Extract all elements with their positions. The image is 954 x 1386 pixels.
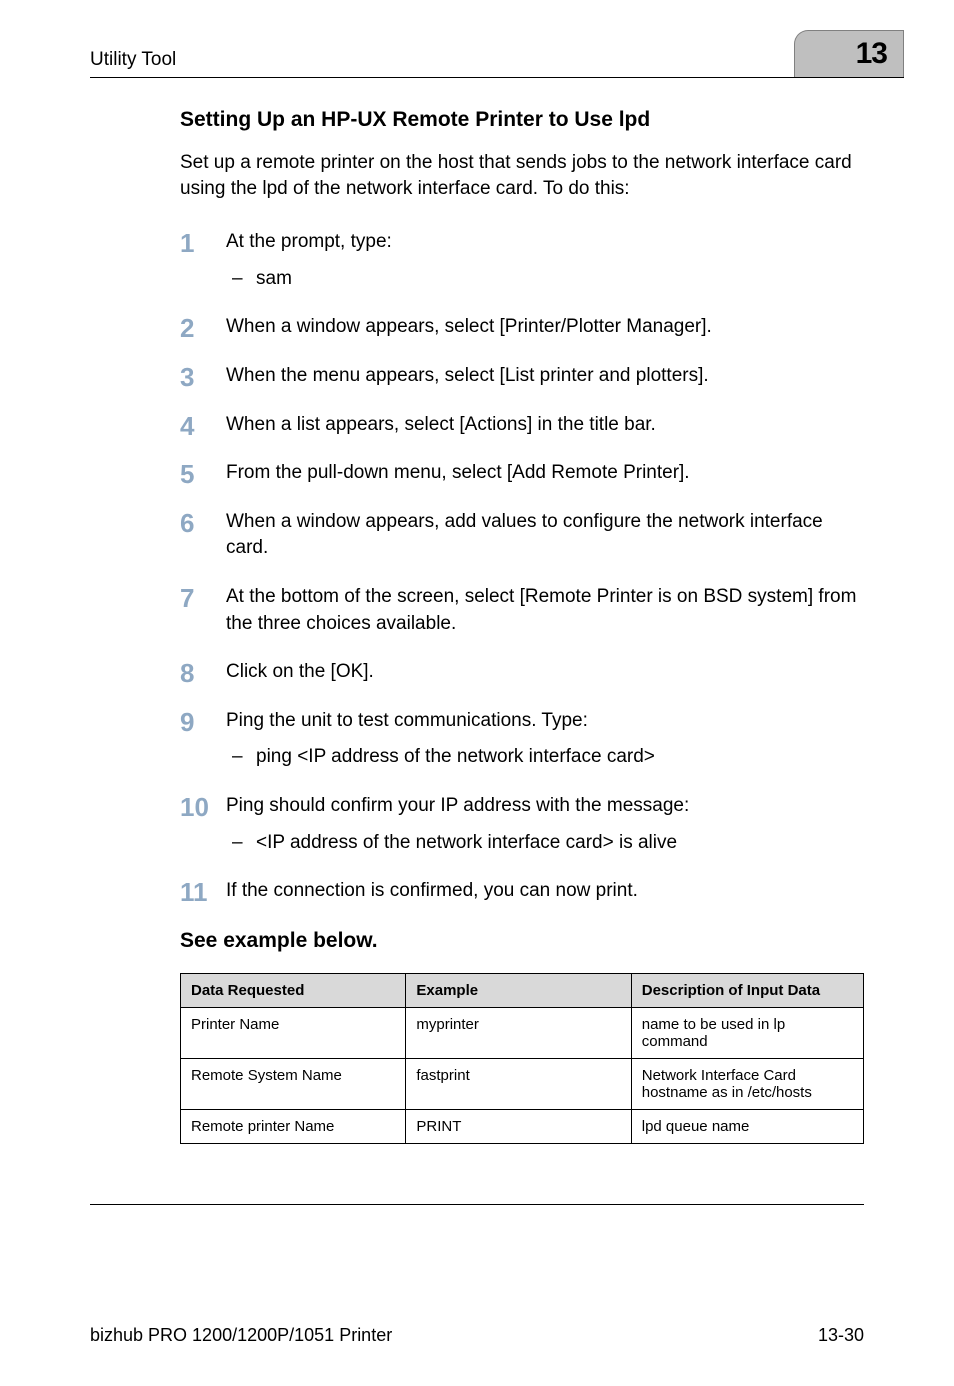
table-cell: Printer Name [181, 1007, 406, 1058]
step-item: If the connection is confirmed, you can … [180, 878, 864, 905]
table-cell: fastprint [406, 1058, 631, 1109]
section-title: Setting Up an HP-UX Remote Printer to Us… [180, 108, 864, 132]
steps-list: At the prompt, type: sam When a window a… [180, 229, 864, 905]
table-header-cell: Description of Input Data [631, 973, 863, 1007]
step-subitem: ping <IP address of the network interfac… [226, 744, 864, 771]
table-cell: Remote printer Name [181, 1109, 406, 1143]
step-text: From the pull-down menu, select [Add Rem… [226, 462, 690, 483]
table-row: Printer Name myprinter name to be used i… [181, 1007, 864, 1058]
step-text: If the connection is confirmed, you can … [226, 880, 638, 901]
example-heading: See example below. [180, 929, 864, 953]
table-cell: PRINT [406, 1109, 631, 1143]
step-item: From the pull-down menu, select [Add Rem… [180, 460, 864, 487]
header-utility-title: Utility Tool [90, 49, 176, 77]
table-cell: myprinter [406, 1007, 631, 1058]
step-sublist: <IP address of the network interface car… [226, 830, 864, 857]
step-text: When a list appears, select [Actions] in… [226, 414, 656, 435]
step-text: Click on the [OK]. [226, 661, 374, 682]
table-cell: lpd queue name [631, 1109, 863, 1143]
step-subitem: sam [226, 266, 864, 293]
example-table: Data Requested Example Description of In… [180, 973, 864, 1144]
page-footer: bizhub PRO 1200/1200P/1051 Printer 13-30 [0, 1205, 954, 1386]
intro-paragraph: Set up a remote printer on the host that… [180, 150, 864, 201]
step-text: When a window appears, select [Printer/P… [226, 316, 712, 337]
step-item: At the bottom of the screen, select [Rem… [180, 584, 864, 637]
step-text: When the menu appears, select [List prin… [226, 365, 709, 386]
table-row: Remote System Name fastprint Network Int… [181, 1058, 864, 1109]
step-text: When a window appears, add values to con… [226, 511, 823, 559]
step-text: Ping the unit to test communications. Ty… [226, 710, 588, 731]
step-item: At the prompt, type: sam [180, 229, 864, 292]
page-number: 13 [856, 37, 887, 70]
step-item: When the menu appears, select [List prin… [180, 363, 864, 390]
step-sublist: ping <IP address of the network interfac… [226, 744, 864, 771]
table-header-row: Data Requested Example Description of In… [181, 973, 864, 1007]
step-subitem: <IP address of the network interface car… [226, 830, 864, 857]
table-header-cell: Data Requested [181, 973, 406, 1007]
step-text: At the bottom of the screen, select [Rem… [226, 586, 856, 634]
step-item: When a window appears, select [Printer/P… [180, 314, 864, 341]
table-cell: name to be used in lp command [631, 1007, 863, 1058]
step-text: Ping should confirm your IP address with… [226, 795, 689, 816]
step-text: At the prompt, type: [226, 231, 392, 252]
page-number-tab: 13 [794, 30, 904, 77]
table-cell: Network Interface Card hostname as in /e… [631, 1058, 863, 1109]
step-item: Ping the unit to test communications. Ty… [180, 708, 864, 771]
table-header-cell: Example [406, 973, 631, 1007]
table-cell: Remote System Name [181, 1058, 406, 1109]
step-item: Ping should confirm your IP address with… [180, 793, 864, 856]
step-sublist: sam [226, 266, 864, 293]
page: Utility Tool 13 Setting Up an HP-UX Remo… [0, 0, 954, 1386]
step-item: When a window appears, add values to con… [180, 509, 864, 562]
table-row: Remote printer Name PRINT lpd queue name [181, 1109, 864, 1143]
content: Setting Up an HP-UX Remote Printer to Us… [0, 78, 954, 1144]
step-item: When a list appears, select [Actions] in… [180, 412, 864, 439]
footer-right: 13-30 [818, 1325, 864, 1346]
step-item: Click on the [OK]. [180, 659, 864, 686]
page-header: Utility Tool 13 [0, 0, 954, 77]
footer-left: bizhub PRO 1200/1200P/1051 Printer [90, 1325, 392, 1346]
